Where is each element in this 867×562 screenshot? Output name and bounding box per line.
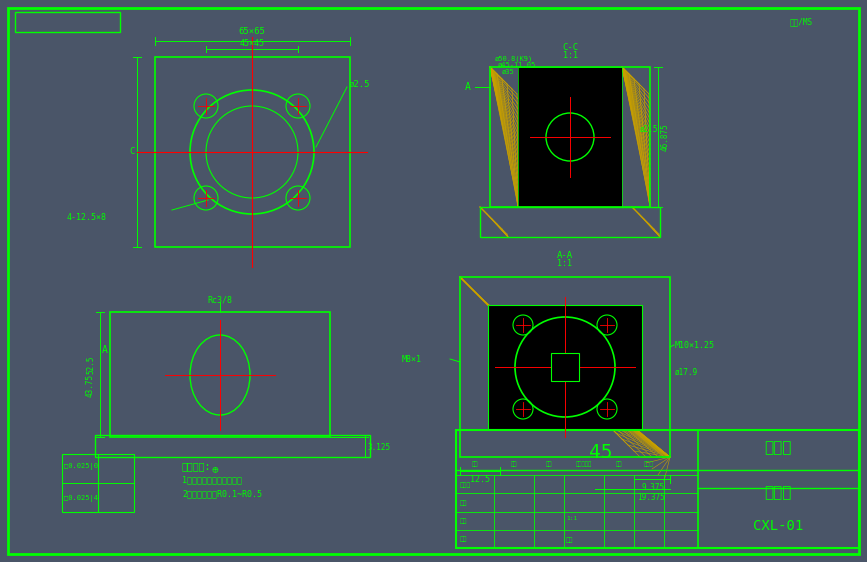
Text: 4-12.5×8: 4-12.5×8 xyxy=(67,212,107,221)
Bar xyxy=(490,67,650,207)
Text: 学校名: 学校名 xyxy=(765,441,792,455)
Text: 批准: 批准 xyxy=(566,537,573,543)
Text: 1:1: 1:1 xyxy=(557,260,572,269)
Bar xyxy=(95,435,370,457)
Bar xyxy=(518,67,622,207)
Text: 年月日: 年月日 xyxy=(644,461,654,467)
Text: ø17.9: ø17.9 xyxy=(675,368,698,377)
Text: ø35: ø35 xyxy=(502,69,515,75)
Text: M10×1.25: M10×1.25 xyxy=(675,341,715,350)
Bar xyxy=(155,57,350,247)
Text: ø2.5: ø2.5 xyxy=(640,125,659,134)
Bar xyxy=(480,207,660,237)
Bar xyxy=(62,454,98,512)
Bar xyxy=(98,454,134,512)
Text: □0.025|4: □0.025|4 xyxy=(64,496,98,502)
Text: Rc3/8: Rc3/8 xyxy=(207,296,232,305)
Text: 分区: 分区 xyxy=(545,461,552,467)
Bar xyxy=(551,353,579,381)
Text: 1:1: 1:1 xyxy=(566,515,577,520)
Bar xyxy=(110,312,330,437)
Text: A: A xyxy=(465,82,471,92)
Bar xyxy=(460,277,670,457)
Text: 后端盖: 后端盖 xyxy=(765,486,792,501)
Text: 45×45: 45×45 xyxy=(239,39,264,48)
Text: 签名: 签名 xyxy=(616,461,623,467)
Text: ø50.8(K9): ø50.8(K9) xyxy=(495,56,533,62)
Text: 2、未注圆角为R0.1~R0.5: 2、未注圆角为R0.1~R0.5 xyxy=(182,490,262,498)
Text: A-A: A-A xyxy=(557,251,573,260)
Text: 9.375: 9.375 xyxy=(642,483,665,492)
Text: 标记: 标记 xyxy=(472,461,479,467)
Text: 12.5: 12.5 xyxy=(470,474,490,483)
Text: 工艺: 工艺 xyxy=(460,500,467,506)
Text: ø45-11.05: ø45-11.05 xyxy=(498,62,537,68)
Bar xyxy=(518,67,622,207)
Bar xyxy=(488,305,642,429)
Text: 65×65: 65×65 xyxy=(238,27,265,36)
Text: 45: 45 xyxy=(590,442,613,461)
Text: C: C xyxy=(130,147,135,156)
Text: 1:1: 1:1 xyxy=(563,51,577,60)
Text: M8×1: M8×1 xyxy=(402,355,422,364)
Text: 技术要求:: 技术要求: xyxy=(182,461,212,471)
Text: 更改文件号: 更改文件号 xyxy=(576,461,592,467)
Text: C-C: C-C xyxy=(562,43,578,52)
Text: 处数: 处数 xyxy=(511,461,518,467)
Text: □0.025|0: □0.025|0 xyxy=(64,464,98,470)
Text: 43.75: 43.75 xyxy=(86,373,95,397)
Text: 签名/MS: 签名/MS xyxy=(790,17,813,26)
Text: ø2.5: ø2.5 xyxy=(349,79,370,88)
Text: ⊕: ⊕ xyxy=(212,464,218,474)
Text: 52.5: 52.5 xyxy=(86,356,95,374)
Text: 标准化: 标准化 xyxy=(460,482,472,488)
Text: 1、去除所有毛刺和锐边。: 1、去除所有毛刺和锐边。 xyxy=(182,475,242,484)
Text: 审核: 审核 xyxy=(460,518,467,524)
Text: A: A xyxy=(102,345,108,355)
Text: CXL-01: CXL-01 xyxy=(753,519,803,533)
Text: 设计: 设计 xyxy=(460,536,467,542)
Text: 46.875: 46.875 xyxy=(661,123,670,151)
Text: 19.375: 19.375 xyxy=(637,492,665,501)
Bar xyxy=(456,430,859,548)
Bar xyxy=(15,12,120,32)
Text: 3.125: 3.125 xyxy=(368,442,391,451)
